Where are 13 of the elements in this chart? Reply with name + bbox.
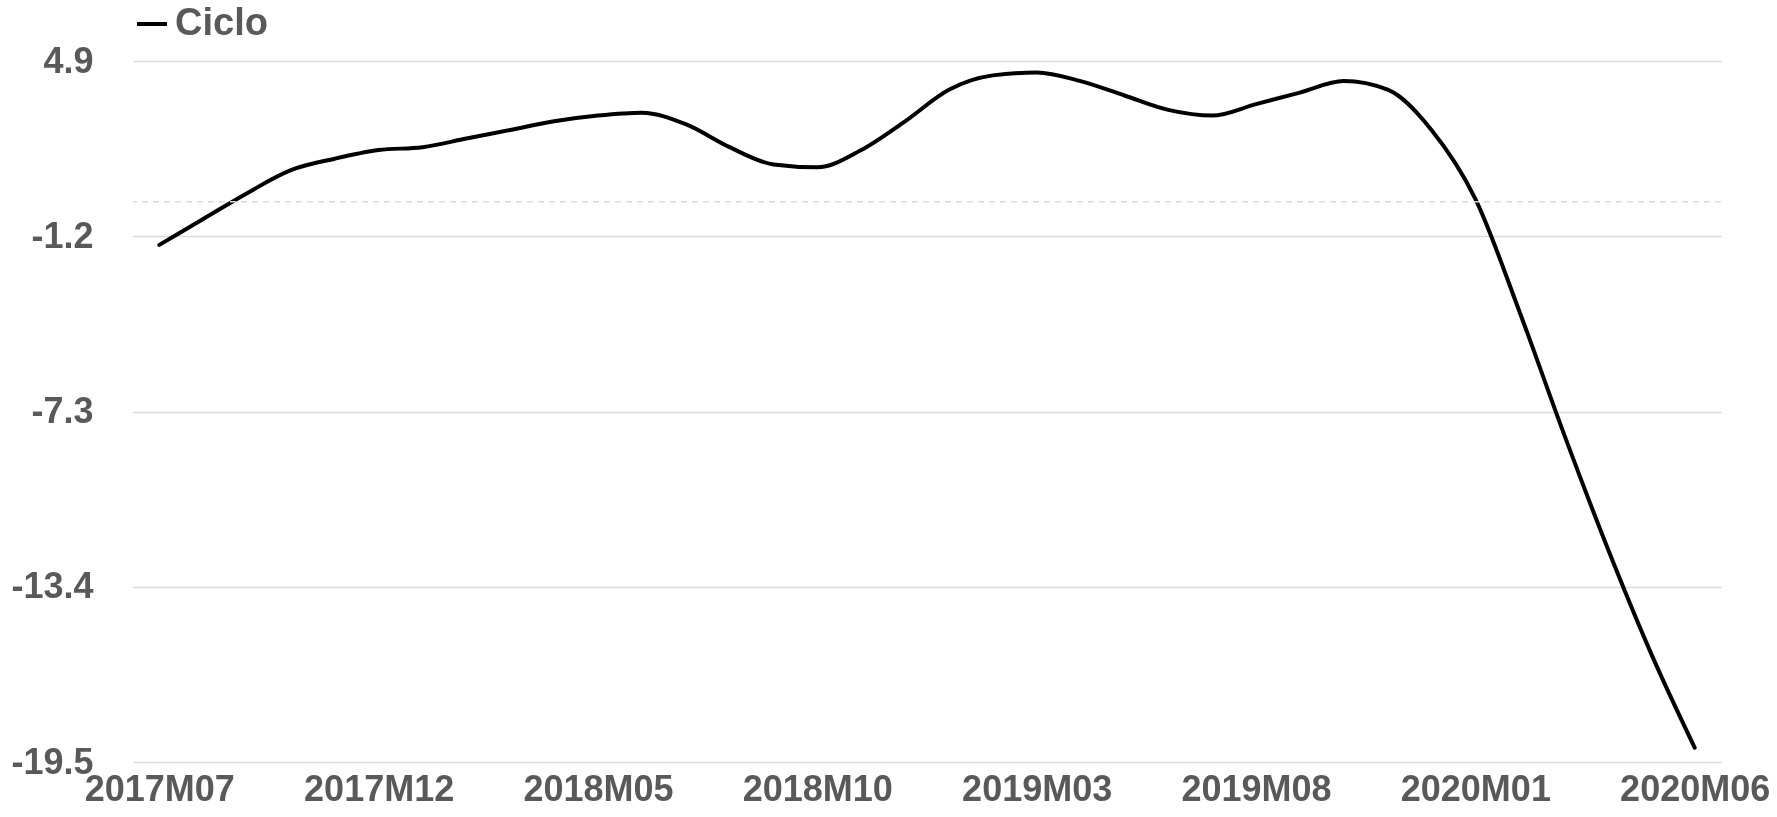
y-tick-label: 4.9 (43, 39, 94, 81)
x-tick-label: 2017M12 (304, 767, 455, 809)
x-tick-label: 2019M03 (962, 767, 1113, 809)
line-series (157, 70, 1697, 750)
x-tick-label: 2020M06 (1620, 767, 1771, 809)
y-tick-label: -13.4 (11, 565, 94, 607)
legend-label: Ciclo (175, 1, 268, 43)
x-tick-label: 2018M10 (742, 767, 893, 809)
x-tick-label: 2019M08 (1181, 767, 1332, 809)
y-tick-label: -1.2 (31, 214, 94, 256)
y-tick-label: -7.3 (31, 390, 94, 431)
x-tick-label: 2020M01 (1400, 767, 1551, 809)
x-tick-label: 2018M05 (523, 767, 674, 809)
